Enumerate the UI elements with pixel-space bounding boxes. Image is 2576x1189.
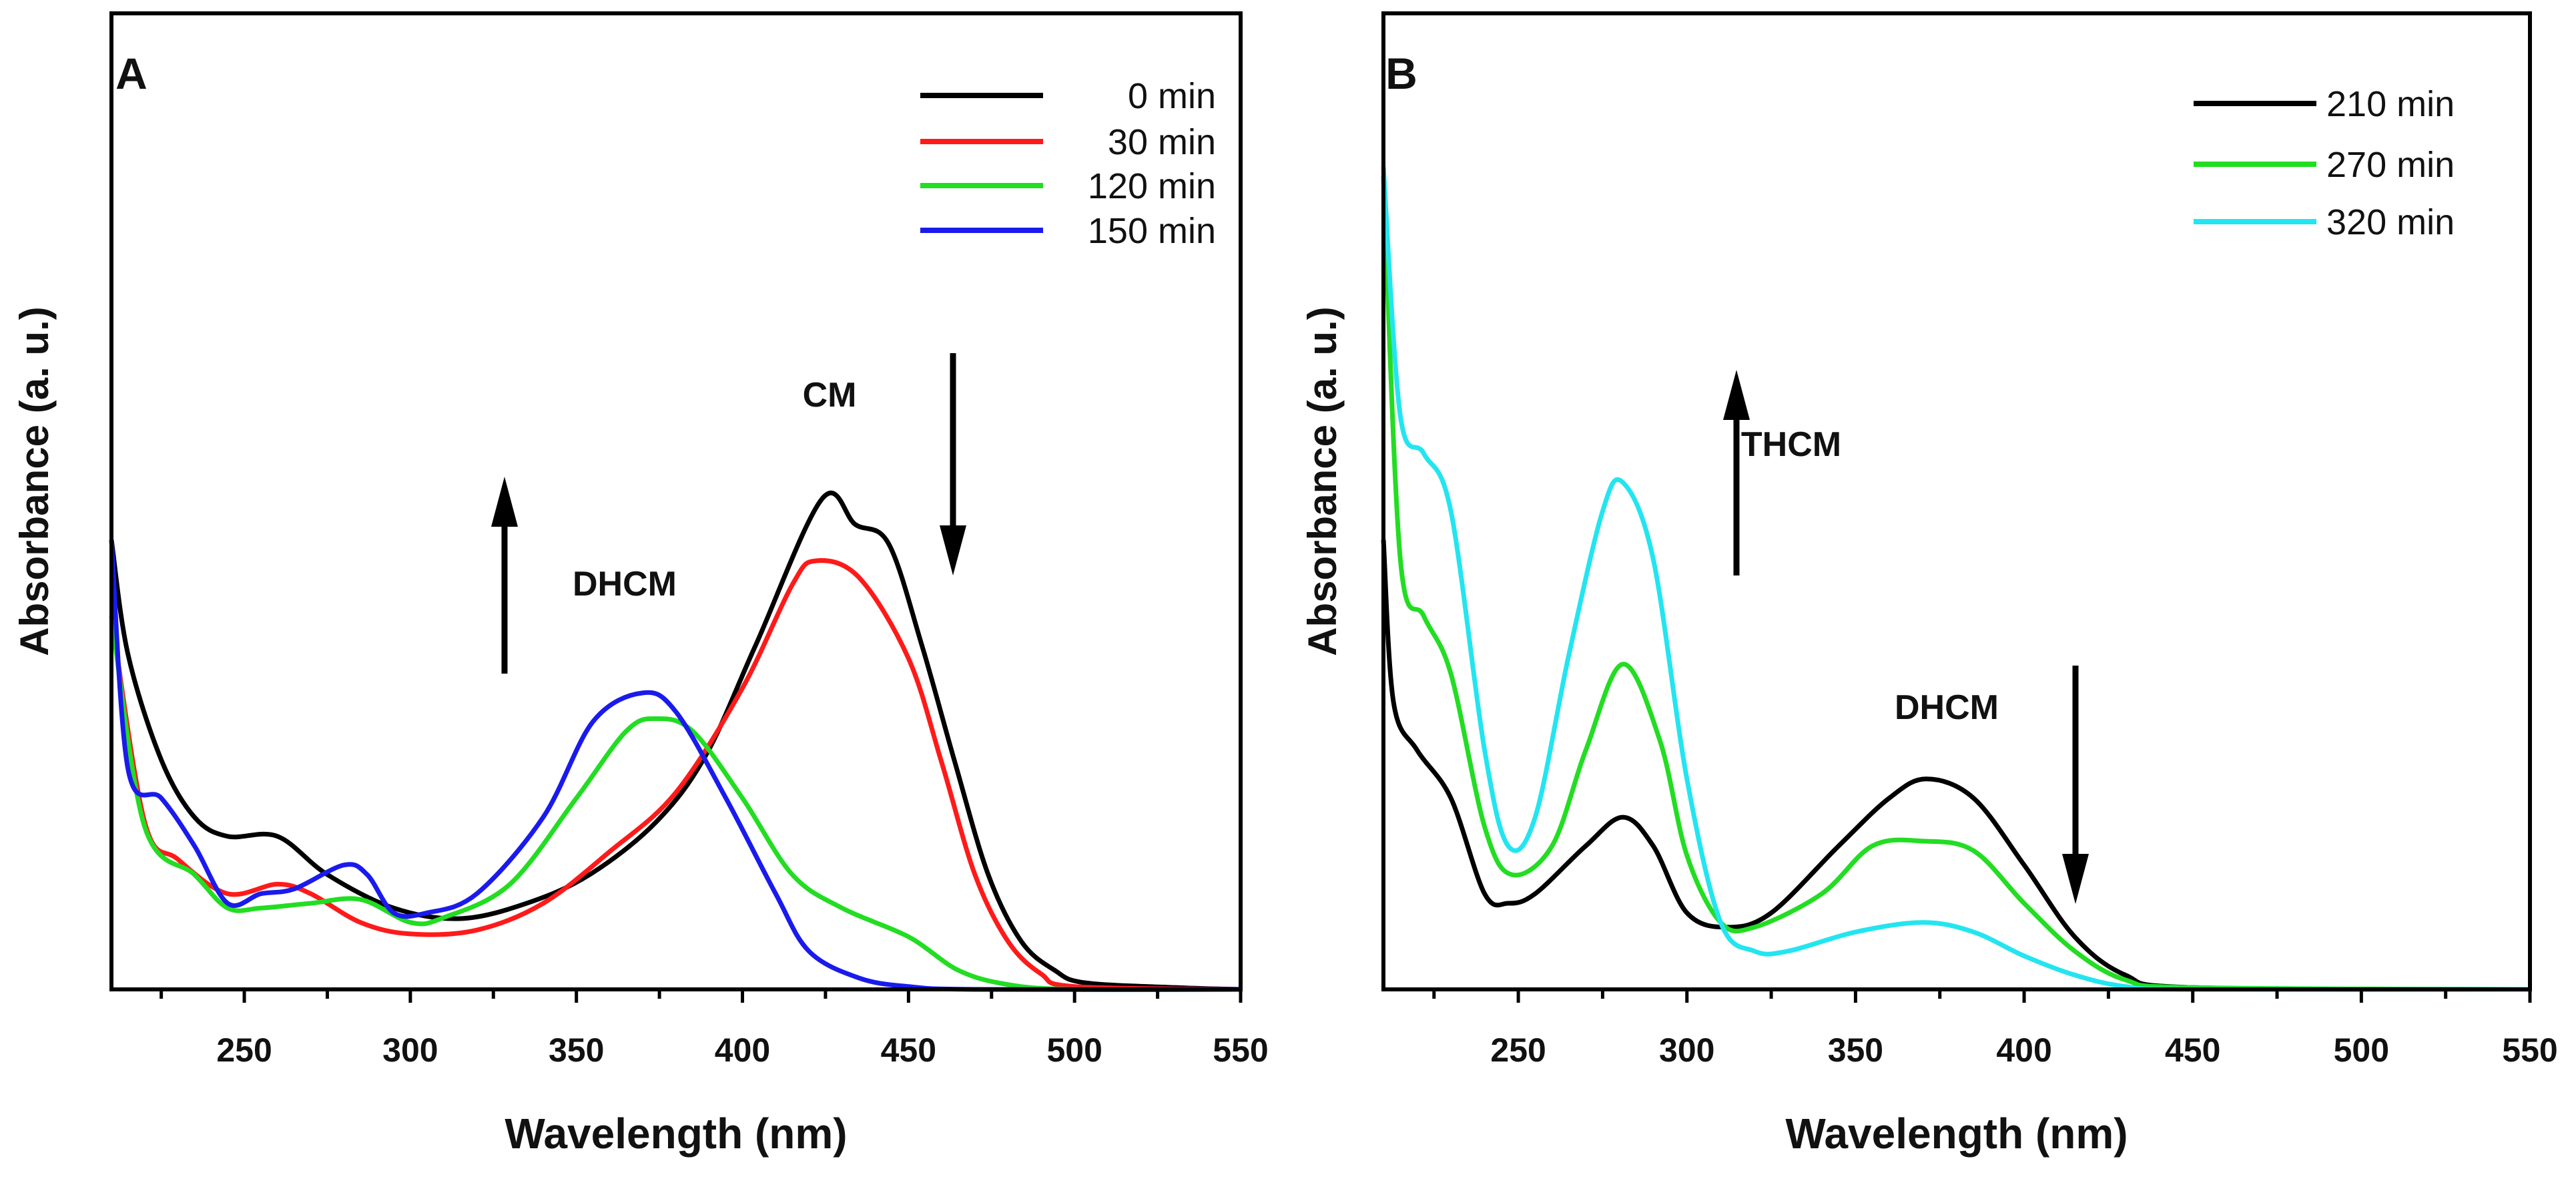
series-line-210-min (1381, 539, 2531, 992)
panel-label: A (115, 49, 147, 98)
x-tick-label: 550 (1213, 1031, 1268, 1069)
y-axis-label: Absorbance (a. u.) (12, 306, 57, 656)
x-tick-label: 250 (216, 1031, 272, 1069)
x-tick-label: 250 (1490, 1031, 1546, 1069)
x-tick-label: 300 (1659, 1031, 1714, 1069)
x-axis-label: Wavelength (nm) (505, 1110, 847, 1158)
panel-a: 250 300 350 400 450 500 550 Wavelength (nm) Abso… (12, 11, 1269, 1158)
x-tick-label: 400 (1996, 1031, 2051, 1069)
plot-frame (1381, 11, 2532, 991)
series-line-120-min (109, 616, 1241, 993)
x-tick-label: 550 (2502, 1031, 2557, 1069)
arrow-up-icon (1723, 370, 1750, 420)
plot-frame (109, 11, 1243, 991)
arrow-up-icon (491, 477, 518, 527)
arrow-down-icon (940, 525, 966, 575)
arrow-down-icon (2062, 854, 2089, 904)
legend-label: 210 min (2326, 84, 2455, 124)
legend-label: 320 min (2326, 202, 2455, 242)
series-line-150-min (109, 539, 1241, 992)
panel-label: B (1385, 49, 1417, 98)
x-tick-label: 450 (881, 1031, 936, 1069)
panel-b: 250 300 350 400 450 500 550 Wavelength (nm) Abso… (1300, 11, 2558, 1158)
legend-label: 150 min (1088, 211, 1216, 251)
x-tick-label: 400 (715, 1031, 770, 1069)
legend-label: 0 min (1128, 76, 1216, 116)
legend: 210 min 270 min 320 min (2194, 84, 2455, 242)
annotation-label: DHCM (1895, 688, 1999, 727)
annotation-label: CM (803, 376, 857, 415)
y-axis-label: Absorbance (a. u.) (1300, 306, 1345, 656)
series-line-30-min (109, 558, 1241, 992)
x-tick-label: 350 (549, 1031, 604, 1069)
x-tick-label: 450 (2165, 1031, 2220, 1069)
x-tick-label: 500 (1046, 1031, 1102, 1069)
series-line-270-min (1381, 176, 2531, 992)
x-tick-label: 500 (2334, 1031, 2389, 1069)
legend-label: 270 min (2326, 145, 2455, 185)
x-tick-label: 350 (1828, 1031, 1883, 1069)
series-line-320-min (1381, 166, 2531, 992)
annotation-label: DHCM (573, 565, 677, 604)
legend-label: 30 min (1108, 122, 1216, 162)
legend-label: 120 min (1088, 166, 1216, 206)
x-axis-label: Wavelength (nm) (1785, 1110, 2128, 1158)
annotation-label: THCM (1741, 425, 1841, 464)
x-tick-label: 300 (382, 1031, 438, 1069)
